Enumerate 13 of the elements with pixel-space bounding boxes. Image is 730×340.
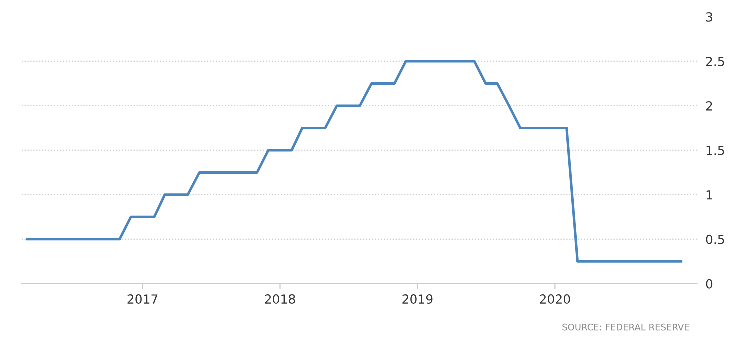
x-tick-label: 2019 <box>402 294 433 304</box>
y-tick-label: 0.5 <box>706 234 724 244</box>
x-tick-label: 2018 <box>265 294 296 304</box>
source-note: SOURCE: FEDERAL RESERVE <box>562 324 690 331</box>
y-tick-label: 1 <box>706 190 712 200</box>
x-tick-label: 2020 <box>540 294 570 304</box>
y-tick-label: 0 <box>706 279 713 289</box>
x-tick-label: 2017 <box>128 294 158 304</box>
line-series <box>26 60 683 263</box>
y-tick-label: 3 <box>706 12 712 22</box>
y-tick-label: 2 <box>706 101 712 111</box>
y-tick-label: 2.5 <box>706 56 724 66</box>
y-tick-label: 1.5 <box>706 146 724 156</box>
